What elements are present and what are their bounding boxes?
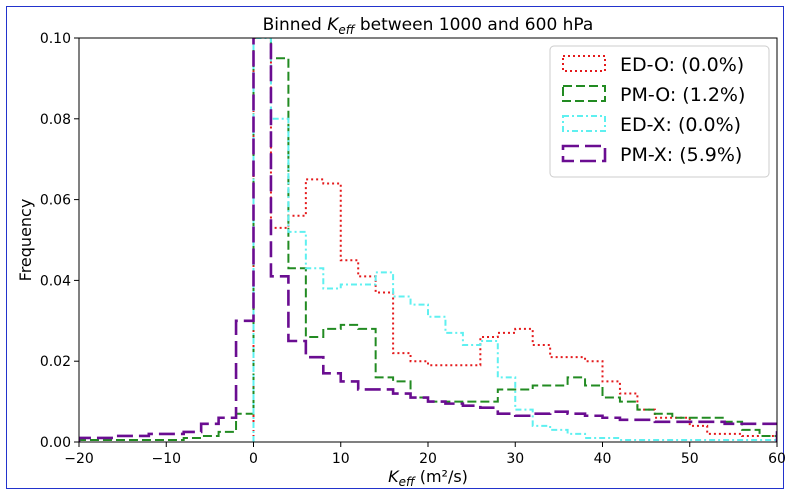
y-tick-label: 0.06 <box>40 193 71 209</box>
x-tick-label: −20 <box>64 451 94 467</box>
legend-swatch <box>561 144 607 163</box>
x-tick-label: 0 <box>249 451 258 467</box>
legend-label: PM-X: (5.9%) <box>620 144 742 166</box>
x-tick-label: −10 <box>151 451 181 467</box>
y-tick-label: 0.04 <box>40 273 71 289</box>
series-4-step-line <box>79 38 777 442</box>
x-tick-label: 10 <box>332 451 350 467</box>
x-axis: −20 −10 0 10 20 30 40 50 60 <box>64 442 786 467</box>
legend-label: ED-O: (0.0%) <box>620 54 744 76</box>
series-layer <box>79 38 777 442</box>
y-tick-label: 0.00 <box>40 435 71 451</box>
legend-box <box>549 45 770 178</box>
series-1-step-line <box>252 38 777 442</box>
x-tick-label: 50 <box>681 451 699 467</box>
y-axis-label: Frequency <box>16 199 35 282</box>
legend: ED-O: (0.0%) PM-O: (1.2%) ED-X: (0.0%) PM-X… <box>549 45 770 178</box>
y-tick-label: 0.02 <box>40 354 71 370</box>
y-tick-label: 0.10 <box>40 31 71 47</box>
x-axis-label: Keff (m²/s) <box>388 467 468 489</box>
x-tick-label: 40 <box>594 451 612 467</box>
x-tick-label: 20 <box>419 451 437 467</box>
legend-swatch <box>562 85 606 102</box>
legend-label: PM-O: (1.2%) <box>620 84 745 106</box>
y-axis: 0.00 0.02 0.04 0.06 0.08 0.10 <box>40 31 79 451</box>
legend-swatch <box>562 55 606 72</box>
y-tick-label: 0.08 <box>40 112 71 128</box>
x-tick-label: 60 <box>768 451 786 467</box>
chart-title: Binned Keff between 1000 and 600 hPa <box>263 15 594 37</box>
series-3-step-line <box>252 38 777 442</box>
figure-frame <box>6 6 784 489</box>
series-2-step-line <box>79 38 777 442</box>
x-tick-label: 30 <box>506 451 524 467</box>
legend-label: ED-X: (0.0%) <box>620 114 741 136</box>
